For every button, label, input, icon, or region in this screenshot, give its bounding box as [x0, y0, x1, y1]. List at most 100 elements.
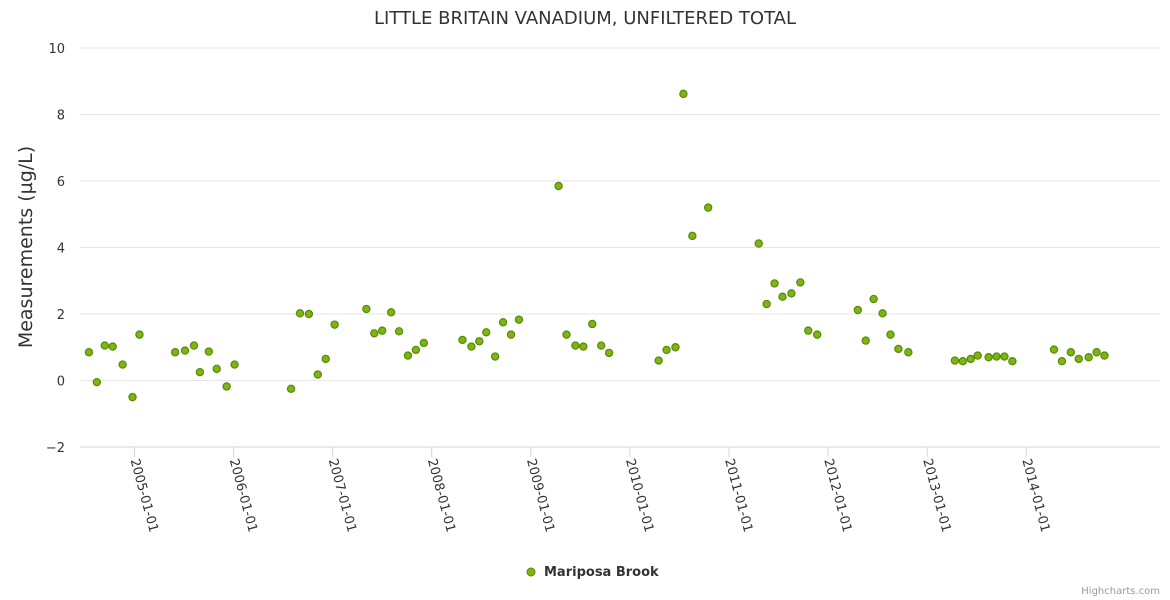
- data-point[interactable]: [135, 330, 144, 339]
- data-point[interactable]: [1066, 348, 1076, 357]
- data-point[interactable]: [778, 292, 787, 301]
- data-point[interactable]: [458, 335, 467, 345]
- data-point[interactable]: [1074, 354, 1083, 364]
- data-point[interactable]: [1000, 352, 1009, 361]
- data-point[interactable]: [230, 360, 239, 369]
- data-point[interactable]: [403, 351, 413, 360]
- data-point[interactable]: [195, 367, 205, 377]
- data-point[interactable]: [966, 354, 975, 364]
- data-point[interactable]: [894, 344, 903, 354]
- data-point[interactable]: [118, 360, 127, 369]
- data-point[interactable]: [604, 348, 614, 358]
- data-point[interactable]: [362, 304, 371, 314]
- series-mariposa-brook[interactable]: [84, 89, 1109, 402]
- data-point[interactable]: [904, 348, 913, 357]
- data-point[interactable]: [313, 370, 322, 379]
- data-point[interactable]: [475, 337, 484, 346]
- data-point[interactable]: [588, 319, 597, 329]
- chart-title: LITTLE BRITAIN VANADIUM, UNFILTERED TOTA…: [374, 8, 796, 29]
- x-tick-label: 2012-01-01: [820, 457, 854, 534]
- data-point[interactable]: [688, 231, 697, 241]
- data-point[interactable]: [295, 309, 305, 318]
- data-point[interactable]: [950, 356, 960, 365]
- data-point[interactable]: [571, 341, 580, 350]
- credits[interactable]: Highcharts.com: [1081, 586, 1160, 597]
- data-point[interactable]: [378, 326, 387, 335]
- y-tick-label: 6: [57, 175, 65, 190]
- x-tick-label: 2014-01-01: [1018, 457, 1052, 534]
- data-point[interactable]: [984, 353, 993, 362]
- data-point[interactable]: [514, 315, 524, 324]
- data-point[interactable]: [853, 305, 862, 315]
- data-point[interactable]: [419, 338, 429, 348]
- gridlines: [80, 47, 1160, 381]
- data-point[interactable]: [804, 326, 813, 335]
- data-point[interactable]: [869, 294, 878, 304]
- x-tick-label: 2006-01-01: [226, 457, 260, 534]
- data-point[interactable]: [498, 318, 508, 327]
- data-point[interactable]: [754, 239, 763, 248]
- data-point[interactable]: [662, 345, 671, 355]
- data-point[interactable]: [1049, 345, 1059, 354]
- data-point[interactable]: [654, 356, 663, 365]
- data-point[interactable]: [330, 320, 339, 329]
- data-point[interactable]: [128, 392, 137, 402]
- data-point[interactable]: [973, 351, 982, 360]
- data-point[interactable]: [321, 354, 330, 364]
- x-tick-label: 2011-01-01: [721, 457, 755, 534]
- data-point[interactable]: [679, 89, 688, 99]
- data-point[interactable]: [1084, 353, 1093, 362]
- data-point[interactable]: [286, 384, 296, 394]
- data-point[interactable]: [992, 352, 1001, 361]
- data-point[interactable]: [596, 341, 606, 350]
- legend-marker[interactable]: [526, 567, 536, 577]
- data-point[interactable]: [1092, 348, 1101, 357]
- data-point[interactable]: [562, 330, 571, 339]
- data-point[interactable]: [189, 341, 199, 350]
- data-point[interactable]: [703, 203, 713, 212]
- data-point[interactable]: [467, 342, 476, 351]
- data-point[interactable]: [222, 382, 231, 391]
- data-point[interactable]: [304, 309, 314, 319]
- x-tick-label: 2009-01-01: [523, 457, 557, 534]
- data-point[interactable]: [958, 357, 968, 366]
- data-point[interactable]: [490, 352, 500, 361]
- data-point[interactable]: [204, 347, 214, 356]
- data-point[interactable]: [878, 309, 887, 318]
- x-tick-label: 2005-01-01: [127, 457, 161, 534]
- data-point[interactable]: [1100, 351, 1109, 360]
- data-point[interactable]: [394, 327, 404, 336]
- data-point[interactable]: [812, 330, 822, 339]
- data-point[interactable]: [100, 341, 109, 350]
- legend-label[interactable]: Mariposa Brook: [544, 565, 659, 580]
- data-point[interactable]: [411, 345, 421, 355]
- data-point[interactable]: [671, 343, 680, 352]
- data-point[interactable]: [770, 279, 779, 288]
- data-point[interactable]: [108, 342, 117, 351]
- y-tick-label: 10: [48, 42, 65, 57]
- y-tick-label: 0: [57, 375, 65, 390]
- data-point[interactable]: [1057, 357, 1067, 366]
- data-point[interactable]: [579, 342, 588, 351]
- data-point[interactable]: [180, 346, 190, 355]
- data-point[interactable]: [386, 308, 396, 317]
- data-point[interactable]: [84, 348, 94, 357]
- data-point[interactable]: [212, 364, 221, 374]
- data-point[interactable]: [92, 377, 102, 387]
- data-point[interactable]: [861, 336, 870, 345]
- data-point[interactable]: [1008, 357, 1017, 366]
- data-point[interactable]: [170, 348, 180, 357]
- legend[interactable]: Mariposa Brook: [526, 565, 659, 580]
- data-point[interactable]: [796, 278, 805, 287]
- data-point[interactable]: [886, 330, 895, 339]
- data-point[interactable]: [762, 299, 771, 309]
- y-axis: −2 0 2 4 6 8 10: [46, 42, 65, 456]
- data-point[interactable]: [506, 330, 516, 339]
- data-point[interactable]: [787, 289, 796, 298]
- y-tick-label: 4: [57, 242, 65, 257]
- data-point[interactable]: [554, 181, 563, 191]
- y-tick-label: 2: [57, 308, 65, 323]
- x-tick-label: 2013-01-01: [919, 457, 953, 534]
- data-point[interactable]: [370, 329, 379, 338]
- data-point[interactable]: [482, 328, 491, 337]
